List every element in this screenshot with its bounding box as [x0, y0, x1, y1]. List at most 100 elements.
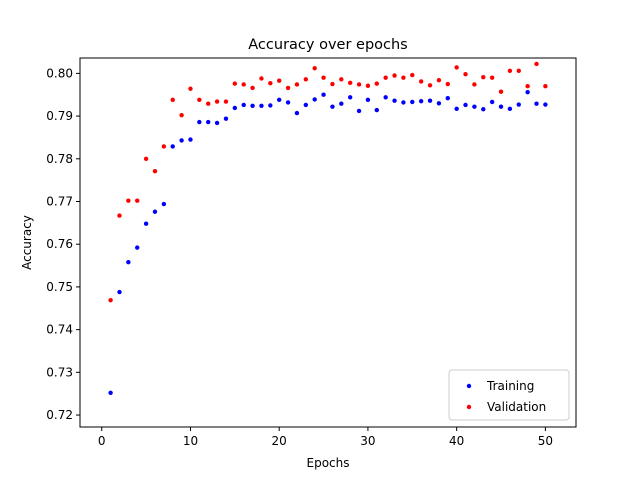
validation-point [454, 65, 459, 70]
validation-point [436, 78, 442, 83]
y-tick-label: 0.77 [46, 195, 73, 209]
training-point [454, 106, 459, 112]
training-point [463, 102, 468, 108]
validation-point [445, 81, 450, 87]
y-axis-title: Accuracy [20, 215, 34, 270]
training-point [356, 108, 362, 114]
validation-point [321, 75, 326, 80]
training-point [126, 259, 131, 265]
y-tick-label: 0.78 [46, 152, 73, 166]
series-training [108, 89, 548, 396]
validation-point [232, 81, 238, 86]
training-point [161, 201, 167, 207]
validation-point [179, 113, 184, 118]
training-point [321, 92, 326, 97]
training-point [347, 95, 353, 100]
validation-point [152, 168, 158, 174]
validation-point [294, 82, 300, 87]
validation-point [259, 76, 264, 81]
validation-point [472, 82, 477, 87]
training-point [117, 289, 122, 295]
validation-point [223, 99, 229, 104]
training-point [489, 99, 495, 105]
validation-point [498, 89, 504, 94]
validation-point [330, 81, 335, 87]
training-point [268, 103, 273, 108]
training-point [339, 101, 344, 106]
validation-point [463, 72, 468, 77]
x-tick-label: 20 [272, 434, 287, 448]
validation-point [108, 297, 113, 303]
training-point [445, 95, 450, 101]
y-tick-label: 0.73 [46, 365, 73, 379]
training-point [232, 105, 238, 111]
y-tick-label: 0.72 [46, 408, 73, 422]
training-point [108, 390, 113, 396]
x-tick-label: 30 [360, 434, 375, 448]
training-point [427, 98, 433, 103]
validation-point [135, 198, 140, 203]
validation-point [285, 85, 291, 91]
axes: 0 10 20 30 40 50 0.72 0.73 0.74 0.75 0.76 0.77 0.78 0… [46, 57, 577, 448]
x-tick-label: 0 [98, 434, 106, 448]
training-point [436, 101, 442, 106]
validation-point [214, 99, 220, 104]
legend-box [448, 369, 570, 421]
training-point [383, 95, 388, 100]
validation-point [188, 86, 193, 91]
validation-point [206, 101, 211, 106]
legend-marker-validation [466, 404, 472, 410]
validation-point [126, 198, 131, 203]
training-point [303, 102, 309, 108]
validation-point [507, 68, 513, 74]
validation-point [383, 75, 388, 80]
legend-label-training: Training [486, 379, 534, 393]
y-tick-label: 0.75 [46, 280, 73, 294]
series-validation [108, 61, 548, 303]
training-point [392, 98, 397, 103]
validation-point [241, 82, 246, 87]
y-tick-label: 0.79 [46, 109, 73, 123]
validation-point [374, 81, 379, 86]
training-point [259, 103, 264, 109]
validation-point [303, 77, 309, 82]
training-point [170, 144, 175, 149]
training-point [365, 97, 371, 103]
training-point [481, 107, 486, 112]
validation-point [312, 66, 317, 71]
validation-point [543, 83, 548, 89]
validation-point [347, 80, 353, 85]
training-point [135, 245, 140, 250]
validation-point [392, 73, 397, 78]
training-point [498, 104, 504, 109]
validation-point [170, 97, 175, 103]
validation-point [481, 75, 486, 80]
validation-point [161, 144, 167, 149]
validation-point [143, 156, 149, 161]
validation-point [525, 83, 530, 89]
x-axis-title: Epochs [307, 456, 350, 470]
validation-point [401, 75, 406, 80]
training-point [543, 102, 548, 107]
validation-point [534, 61, 539, 67]
training-point [241, 102, 246, 108]
axes-frame [79, 57, 577, 428]
legend: Training Validation [448, 369, 570, 421]
training-point [188, 137, 193, 142]
x-tick-label: 10 [183, 434, 198, 448]
training-point [418, 98, 424, 104]
x-tick-label: 50 [538, 434, 553, 448]
training-point [312, 97, 317, 102]
validation-point [268, 81, 273, 86]
validation-point [356, 82, 362, 87]
training-point [410, 99, 415, 105]
training-point [206, 119, 211, 125]
legend-label-validation: Validation [487, 400, 546, 414]
training-point [507, 106, 513, 112]
training-point [152, 209, 158, 214]
chart-title: Accuracy over epochs [248, 37, 407, 53]
validation-point [339, 77, 344, 82]
training-point [516, 102, 521, 107]
training-point [534, 101, 539, 106]
